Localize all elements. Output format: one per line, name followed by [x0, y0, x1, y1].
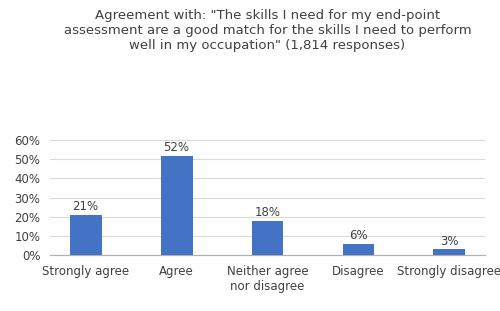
- Text: 52%: 52%: [164, 141, 190, 154]
- Text: 6%: 6%: [349, 229, 368, 242]
- Bar: [70, 215, 102, 255]
- Bar: [252, 220, 284, 255]
- Text: 3%: 3%: [440, 235, 458, 248]
- Text: 21%: 21%: [72, 200, 99, 213]
- Text: 18%: 18%: [254, 206, 280, 219]
- Bar: [160, 156, 192, 255]
- Text: Agreement with: "The skills I need for my end-point
assessment are a good match : Agreement with: "The skills I need for m…: [64, 9, 472, 52]
- Bar: [434, 249, 465, 255]
- Bar: [342, 244, 374, 255]
